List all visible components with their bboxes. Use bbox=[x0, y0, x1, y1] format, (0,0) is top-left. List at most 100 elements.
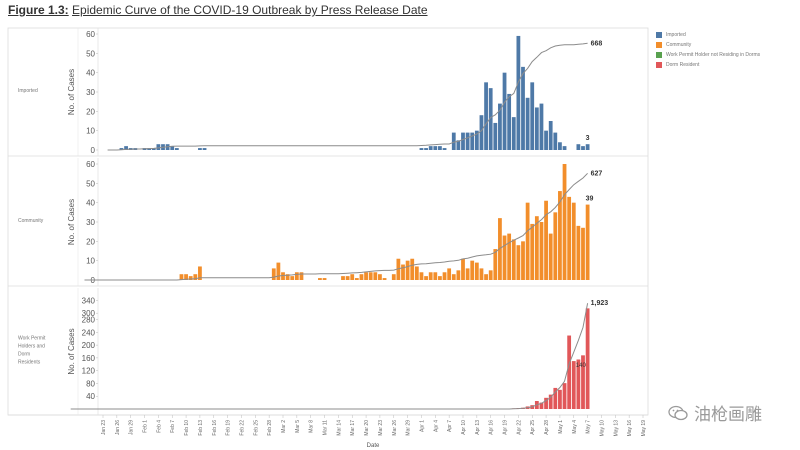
y-tick-label: 200 bbox=[82, 341, 96, 350]
bar bbox=[488, 270, 493, 280]
bar bbox=[465, 268, 470, 280]
bar bbox=[119, 148, 124, 150]
x-tick-label: Jan 26 bbox=[115, 420, 121, 435]
legend-item-dorm: Dorm Resident bbox=[656, 60, 796, 70]
bar bbox=[474, 262, 479, 280]
x-tick-label: Jan 29 bbox=[129, 420, 135, 435]
bar bbox=[567, 196, 572, 280]
bar bbox=[581, 227, 585, 280]
wechat-icon bbox=[668, 405, 688, 420]
bar bbox=[493, 122, 498, 150]
bar bbox=[484, 82, 488, 150]
bar bbox=[290, 276, 295, 280]
x-tick-label: Apr 10 bbox=[461, 420, 467, 435]
bar bbox=[507, 93, 512, 150]
bar bbox=[511, 239, 516, 280]
legend: Imported Community Work Permit Holder no… bbox=[656, 30, 796, 70]
bar bbox=[294, 272, 299, 280]
bar bbox=[419, 148, 424, 150]
bar bbox=[179, 274, 184, 280]
bar bbox=[456, 140, 461, 150]
x-axis-title: Date bbox=[367, 443, 380, 449]
y-tick-label: 280 bbox=[82, 316, 96, 325]
panel-1: Imported No. of Cases 0 10 20 30 40 50 60 668 3 bbox=[8, 28, 648, 157]
bar bbox=[539, 222, 544, 280]
bar bbox=[553, 387, 558, 409]
x-tick-label: May 4 bbox=[572, 420, 578, 434]
x-tick-label: Feb 7 bbox=[170, 420, 176, 433]
bar bbox=[558, 142, 562, 150]
bar bbox=[456, 270, 461, 280]
x-tick-label: Apr 25 bbox=[530, 420, 536, 435]
bar bbox=[359, 274, 364, 280]
bar bbox=[373, 272, 378, 280]
x-axis: Jan 23 Jan 26 Jan 29 Feb 1 Feb 4 Feb 7 Feb 10 F… bbox=[101, 415, 647, 449]
last-value-label: 39 bbox=[586, 196, 594, 203]
bar bbox=[507, 233, 512, 280]
bar bbox=[525, 202, 530, 280]
bar bbox=[525, 97, 530, 150]
bar bbox=[318, 278, 322, 280]
bar bbox=[202, 148, 207, 150]
bar bbox=[479, 115, 484, 150]
x-tick-label: May 19 bbox=[641, 420, 647, 437]
bar bbox=[558, 389, 562, 409]
bar bbox=[156, 144, 161, 150]
bar bbox=[424, 148, 428, 150]
bar bbox=[544, 130, 548, 150]
legend-label-community: Community bbox=[666, 42, 692, 48]
x-tick-label: Jan 23 bbox=[101, 420, 107, 435]
figure-number: Figure 1.3: bbox=[8, 3, 69, 17]
bar bbox=[188, 276, 193, 280]
bar bbox=[544, 397, 548, 409]
bar bbox=[345, 276, 350, 280]
cumulative-label: 668 bbox=[591, 40, 603, 47]
bar bbox=[521, 241, 525, 280]
x-tick-label: Feb 22 bbox=[239, 420, 245, 436]
bar bbox=[530, 223, 535, 280]
bar bbox=[553, 132, 558, 150]
bar bbox=[470, 260, 475, 280]
bar bbox=[585, 204, 590, 280]
x-tick-label: Apr 22 bbox=[516, 420, 522, 435]
y-tick-label: 30 bbox=[86, 88, 95, 97]
bar bbox=[281, 272, 285, 280]
x-tick-label: May 7 bbox=[586, 420, 592, 434]
y-tick-label: 20 bbox=[86, 107, 95, 116]
y-tick-label: 40 bbox=[86, 392, 95, 401]
bar bbox=[410, 258, 415, 280]
bar bbox=[271, 268, 276, 280]
bar bbox=[322, 278, 327, 280]
bar bbox=[576, 144, 581, 150]
x-tick-label: Feb 10 bbox=[184, 420, 190, 436]
bar bbox=[576, 225, 581, 280]
y-tick-label: 50 bbox=[86, 49, 95, 58]
bar bbox=[567, 335, 572, 409]
y-tick-label: 120 bbox=[82, 367, 96, 376]
x-tick-label: Mar 8 bbox=[309, 420, 315, 433]
bar bbox=[285, 274, 290, 280]
x-tick-label: Feb 19 bbox=[226, 420, 232, 436]
x-tick-label: Apr 7 bbox=[447, 420, 453, 432]
x-tick-label: Apr 13 bbox=[475, 420, 481, 435]
y-axis-title: No. of Cases bbox=[67, 328, 76, 374]
x-tick-label: Feb 28 bbox=[267, 420, 273, 436]
legend-item-work-permit: Work Permit Holder not Residing in Dorms bbox=[656, 50, 796, 60]
x-tick-label: Mar 14 bbox=[336, 420, 342, 436]
bar bbox=[350, 274, 355, 280]
x-tick-label: Mar 2 bbox=[281, 420, 287, 433]
bar bbox=[516, 245, 521, 280]
bar bbox=[391, 274, 396, 280]
legend-item-imported: Imported bbox=[656, 30, 796, 40]
bar bbox=[428, 272, 433, 280]
bar bbox=[461, 258, 465, 280]
x-tick-label: May 10 bbox=[599, 420, 605, 437]
y-tick-label: 20 bbox=[86, 237, 95, 246]
y-tick-label: 50 bbox=[86, 179, 95, 188]
bar bbox=[382, 278, 387, 280]
x-tick-label: May 1 bbox=[558, 420, 564, 434]
bar bbox=[548, 394, 553, 409]
bar bbox=[548, 121, 553, 150]
watermark: 油枪画雕 bbox=[668, 400, 762, 425]
